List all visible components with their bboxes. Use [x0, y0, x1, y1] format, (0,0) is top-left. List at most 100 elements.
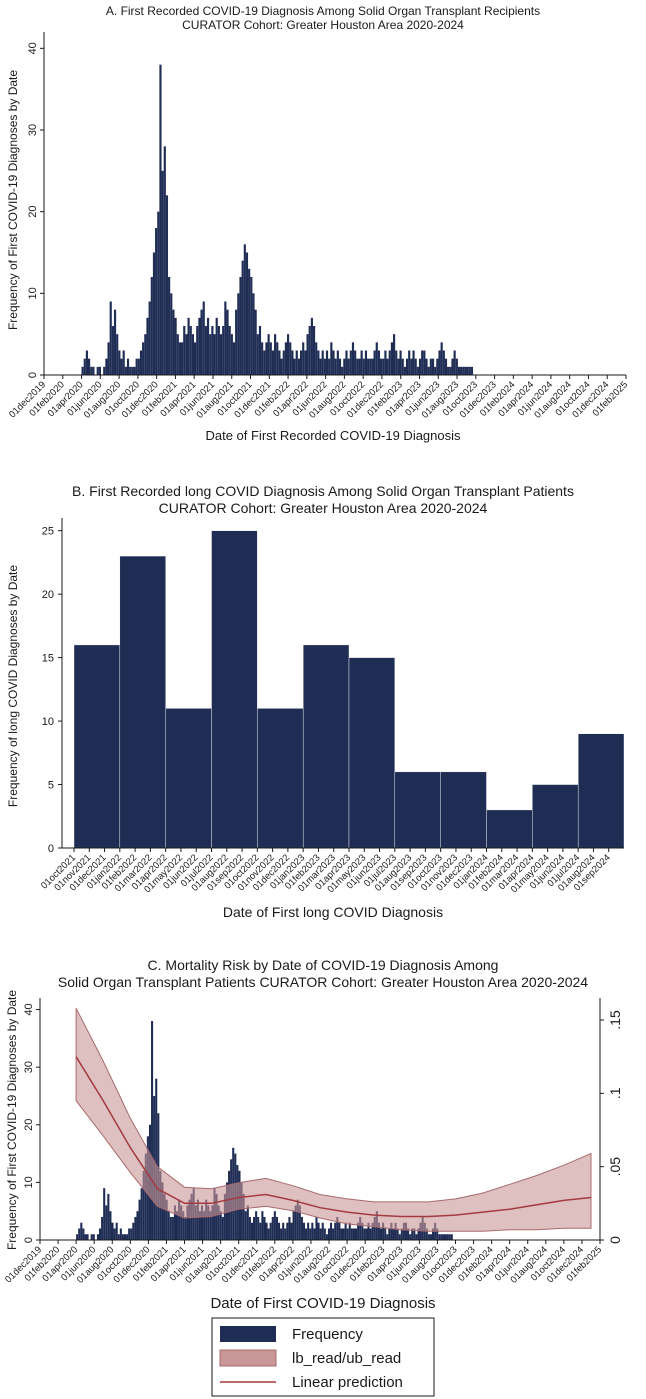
chart-a-bar — [113, 309, 117, 375]
chart-a-bar — [271, 350, 275, 375]
chart-c-bar — [336, 1216, 339, 1240]
chart-c-bar — [240, 1182, 243, 1240]
chart-b-y-tick-label: 20 — [42, 589, 54, 601]
chart-a-bar — [187, 317, 190, 375]
chart-b-bar — [577, 733, 625, 849]
chart-a-bar — [462, 366, 465, 375]
chart-c-x-axis-label: Date of First COVID-19 Diagnosis — [210, 1295, 435, 1312]
chart-b-y-tick-label: 15 — [42, 653, 54, 665]
chart-a-bar — [170, 293, 173, 375]
chart-c-bar — [277, 1222, 281, 1240]
chart-a-bar — [129, 366, 132, 375]
chart-a-bar — [258, 326, 262, 375]
chart-a-bar — [200, 309, 203, 375]
chart-a-bar — [341, 366, 344, 375]
chart-b-y-tick-label: 25 — [42, 526, 54, 538]
chart-a-bar — [254, 309, 257, 375]
chart-c-confidence-band — [75, 1008, 592, 1232]
chart-c-bar — [113, 1228, 116, 1240]
chart-a-bar — [146, 317, 149, 375]
chart-a-bar — [457, 366, 461, 375]
chart-a-bar — [364, 350, 368, 375]
chart-c-bar — [173, 1205, 176, 1240]
chart-a-bar — [230, 334, 233, 375]
chart-a-bar — [453, 350, 456, 375]
chart-a-bar — [105, 358, 108, 375]
chart-a-bar — [375, 342, 378, 375]
chart-c-bar — [184, 1216, 187, 1240]
chart-c-bar — [396, 1228, 399, 1240]
chart-a-bar — [269, 342, 272, 375]
chart-a-bar — [198, 317, 201, 375]
chart-a-bar — [282, 350, 285, 375]
legend-label-line: Linear prediction — [292, 1374, 403, 1391]
chart-a-bar — [289, 342, 292, 375]
chart-a-title-line-1: A. First Recorded COVID-19 Diagnosis Amo… — [106, 4, 540, 18]
chart-c-bar — [263, 1216, 266, 1240]
chart-c-bar — [384, 1228, 387, 1240]
chart-c-bar — [402, 1222, 405, 1240]
chart-a-bar — [423, 350, 426, 375]
chart-c-bar — [169, 1216, 172, 1240]
chart-a-bar — [148, 301, 151, 375]
chart-a-bar — [392, 334, 396, 375]
chart-a-bar — [183, 326, 186, 375]
chart-a-bar — [312, 326, 316, 375]
chart-a-bar — [237, 293, 240, 375]
chart-a-bar — [356, 358, 359, 375]
chart-a-bar — [226, 309, 229, 375]
chart-c-bar — [373, 1216, 376, 1240]
chart-c-bar — [334, 1222, 337, 1240]
chart-a-bar — [98, 366, 101, 375]
chart-a-bar — [332, 350, 335, 375]
chart-a-bar — [401, 358, 404, 375]
chart-a-bar — [90, 366, 93, 375]
chart-c-bar — [105, 1205, 108, 1240]
chart-a-bar — [464, 366, 467, 375]
chart-a-bars — [81, 64, 474, 376]
chart-c-bar — [248, 1216, 251, 1240]
chart-c-bar — [330, 1222, 333, 1240]
chart-c-bar — [119, 1228, 122, 1240]
chart-a-bar — [178, 342, 182, 375]
chart-c-bar — [176, 1211, 179, 1240]
chart-c-y-tick-label-right: .1 — [607, 1087, 623, 1099]
chart-a-bar — [213, 334, 216, 375]
chart-c-bar — [134, 1216, 137, 1240]
chart-c-bar — [442, 1234, 445, 1240]
chart-a-bar — [358, 358, 361, 375]
chart-c-bar — [321, 1222, 324, 1240]
chart-a-bar — [321, 350, 324, 375]
chart-b-bar — [302, 644, 350, 849]
chart-c-bar — [130, 1228, 133, 1240]
chart-c-bar — [188, 1199, 191, 1240]
chart-c-bar — [171, 1216, 174, 1240]
chart-c-bar — [319, 1228, 322, 1240]
chart-c-bar — [371, 1222, 374, 1240]
chart-c-bar — [348, 1222, 351, 1240]
chart-c: C. Mortality Risk by Date of COVID-19 Di… — [3, 957, 623, 1397]
chart-c-bar — [203, 1211, 206, 1240]
chart-a-bar — [382, 358, 385, 375]
chart-a-bar — [291, 350, 294, 375]
chart-c-bar — [207, 1205, 210, 1240]
chart-a-bar — [410, 358, 413, 375]
chart-a-bar — [159, 64, 162, 376]
chart-c-bar — [367, 1222, 370, 1240]
chart-a-bar — [466, 366, 469, 375]
chart-c-bar — [409, 1234, 412, 1240]
chart-c-bar — [255, 1211, 258, 1240]
chart-c-bar — [215, 1193, 218, 1240]
chart-b-title-line-1: B. First Recorded long COVID Diagnosis A… — [72, 483, 574, 499]
chart-a-bar — [235, 309, 238, 375]
chart-a-bar — [414, 358, 417, 375]
chart-a-bar — [336, 350, 339, 375]
chart-c-bar — [288, 1216, 291, 1240]
chart-c-bar — [446, 1234, 449, 1240]
chart-c-bar — [259, 1222, 262, 1240]
chart-b-bar — [211, 530, 258, 849]
chart-c-bar — [273, 1211, 276, 1240]
chart-a-bar — [122, 350, 125, 375]
chart-c-bar — [140, 1188, 143, 1240]
chart-c-bar — [155, 1078, 158, 1240]
